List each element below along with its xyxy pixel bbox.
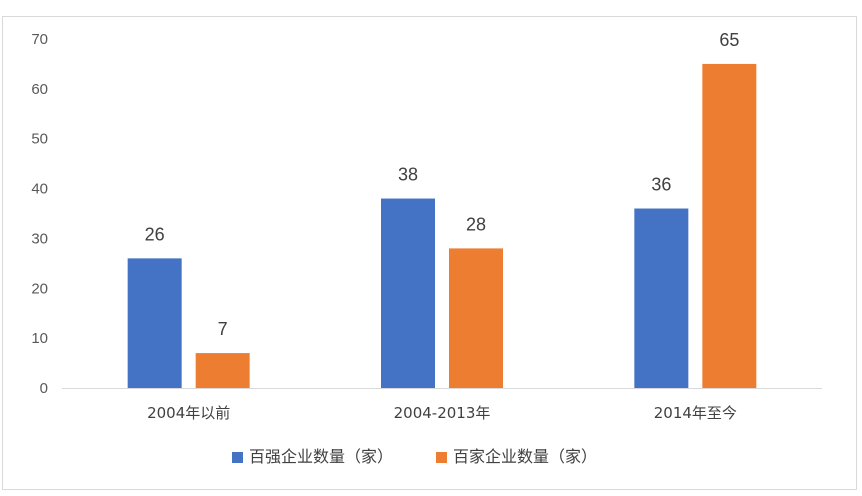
data-labels: 26 7 38 28 36 65 xyxy=(145,30,740,339)
legend-swatch xyxy=(436,452,447,463)
x-axis: 2004年以前 2004-2013年 2014年至今 xyxy=(147,404,737,422)
x-tick-label: 2014年至今 xyxy=(654,404,737,422)
data-label: 26 xyxy=(145,224,165,244)
y-tick-label: 30 xyxy=(31,230,48,247)
y-tick-label: 60 xyxy=(31,81,48,98)
data-label: 38 xyxy=(398,165,418,185)
x-tick-label: 2004年以前 xyxy=(147,404,230,422)
y-axis: 0 10 20 30 40 50 60 70 xyxy=(31,31,48,397)
y-tick-label: 40 xyxy=(31,181,48,198)
y-tick-label: 10 xyxy=(31,330,48,347)
legend-swatch xyxy=(232,452,243,463)
legend-label: 百家企业数量（家） xyxy=(453,447,597,466)
bar xyxy=(381,198,435,388)
bar xyxy=(634,208,689,388)
bar xyxy=(195,353,250,388)
bar xyxy=(127,258,182,388)
legend: 百强企业数量（家） 百家企业数量（家） xyxy=(232,447,597,466)
legend-label: 百强企业数量（家） xyxy=(249,447,393,466)
data-label: 65 xyxy=(719,30,739,50)
data-label: 36 xyxy=(651,175,671,195)
y-tick-label: 70 xyxy=(31,31,48,48)
bar xyxy=(702,63,757,389)
y-tick-label: 0 xyxy=(40,380,48,397)
bar xyxy=(449,248,503,388)
data-label: 7 xyxy=(218,319,228,339)
data-label: 28 xyxy=(466,214,486,234)
bars xyxy=(127,63,757,389)
y-tick-label: 50 xyxy=(31,131,48,148)
x-tick-label: 2004-2013年 xyxy=(394,404,491,422)
y-tick-label: 20 xyxy=(31,280,48,297)
